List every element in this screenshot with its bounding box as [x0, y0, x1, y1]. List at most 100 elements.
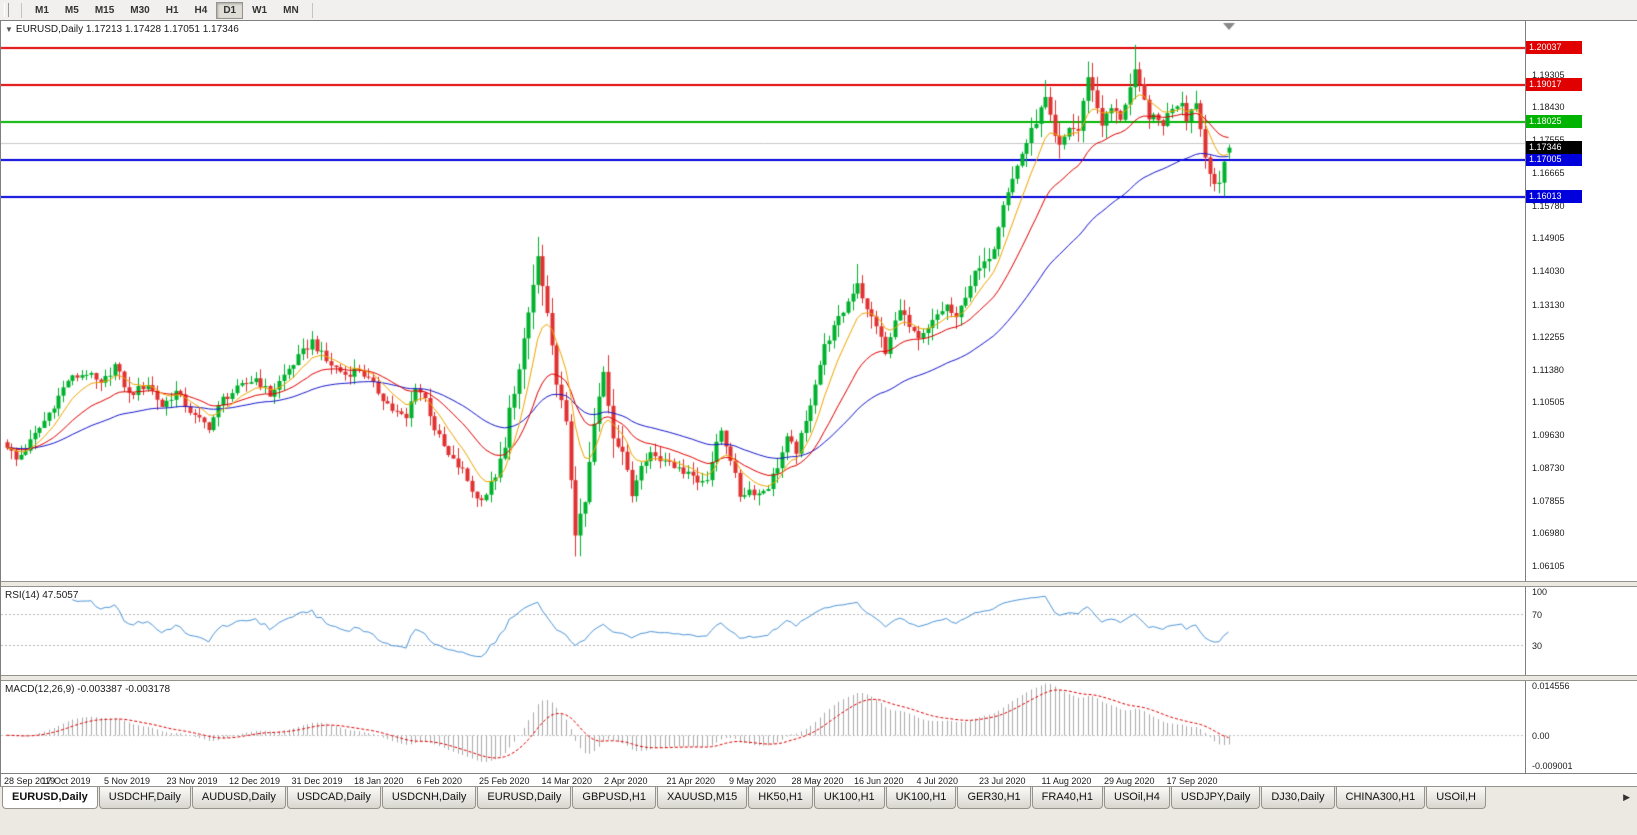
- date-label: 31 Dec 2019: [291, 776, 343, 786]
- chart-tab-usdjpy-daily[interactable]: USDJPY,Daily: [1170, 787, 1261, 809]
- price-pane: ▼ EURUSD,Daily 1.17213 1.17428 1.17051 1.…: [1, 21, 1636, 581]
- chart-tab-usoil-h4[interactable]: USOil,H4: [1104, 787, 1170, 809]
- time-axis[interactable]: 28 Sep 2019 17 Oct 2019 5 Nov 2019 23 Nov 2…: [1, 773, 1637, 790]
- price-axis[interactable]: 1.19305 1.18430 1.17555 1.16665 1.15780 1.149…: [1525, 21, 1636, 581]
- toolbar-grip-icon[interactable]: [4, 3, 9, 17]
- price-axis-tick: 1.19305: [1532, 69, 1565, 80]
- price-axis-tick: 1.06105: [1532, 560, 1565, 571]
- timeframe-button-m5[interactable]: M5: [58, 2, 86, 19]
- price-line-tag: 1.17346: [1526, 140, 1582, 154]
- date-label: 29 Aug 2020: [1104, 776, 1155, 786]
- chart-tab-eurusd-daily[interactable]: EURUSD,Daily: [477, 787, 572, 809]
- price-axis-tick: 1.11380: [1532, 364, 1564, 375]
- date-label: 9 May 2020: [729, 776, 777, 786]
- price-axis-tick: 1.16665: [1532, 168, 1565, 178]
- toolbar-separator: [21, 2, 22, 18]
- price-axis-tick: 1.10505: [1532, 397, 1565, 408]
- date-label: 16 Jun 2020: [854, 776, 904, 786]
- date-label: 23 Nov 2019: [166, 776, 218, 786]
- timeframe-button-h1[interactable]: H1: [159, 2, 186, 19]
- timeframe-button-d1[interactable]: D1: [216, 1, 244, 19]
- timeframe-button-m1[interactable]: M1: [28, 2, 56, 19]
- date-label: 18 Jan 2020: [354, 776, 404, 786]
- date-label: 5 Nov 2019: [104, 776, 151, 786]
- price-axis-tick: 1.17555: [1532, 135, 1565, 145]
- price-axis-tick: 100: [1532, 587, 1548, 597]
- date-label: 2 Apr 2020: [604, 776, 648, 786]
- chart-tab-dj30-daily[interactable]: DJ30,Daily: [1261, 787, 1335, 809]
- date-label: 28 Sep 2019: [4, 776, 56, 786]
- rsi-pane: RSI(14) 47.5057 100 70 30: [1, 587, 1636, 675]
- chart-tab-gbpusd-h1[interactable]: GBPUSD,H1: [572, 787, 656, 809]
- date-label: 23 Jul 2020: [979, 776, 1026, 786]
- collapse-icon[interactable]: ▼: [5, 25, 13, 34]
- chart-tab-uk100-h1[interactable]: UK100,H1: [813, 787, 885, 809]
- price-axis-tick: 1.12255: [1532, 332, 1565, 343]
- macd-canvas[interactable]: [1, 681, 1526, 773]
- timeframe-button-mn[interactable]: MN: [276, 2, 306, 19]
- chart-tab-bar: EURUSD,Daily USDCHF,Daily AUDUSD,Daily USDC…: [0, 786, 1637, 812]
- rsi-canvas[interactable]: [1, 587, 1526, 675]
- price-axis-tick: 1.08730: [1532, 463, 1565, 474]
- macd-axis[interactable]: 0.014556 0.00 -0.009001: [1525, 681, 1636, 773]
- date-label: 12 Dec 2019: [229, 776, 281, 786]
- price-axis-tick: 1.14905: [1532, 233, 1565, 244]
- chart-tab-uk100-h1[interactable]: UK100,H1: [885, 787, 957, 809]
- timeframe-button-h4[interactable]: H4: [188, 2, 215, 19]
- chart-tab-fra40-h1[interactable]: FRA40,H1: [1031, 787, 1103, 809]
- chart-tab-xauusd-m15[interactable]: XAUUSD,M15: [656, 787, 748, 809]
- price-line-tag: 1.19017: [1526, 78, 1582, 92]
- date-label: 17 Oct 2019: [41, 776, 91, 786]
- pane-separator[interactable]: [1, 675, 1637, 681]
- price-axis-tick: 1.13130: [1532, 299, 1565, 310]
- price-axis-tick: 0.00: [1532, 731, 1550, 742]
- macd-pane: MACD(12,26,9) -0.003387 -0.003178 0.0145…: [1, 681, 1636, 773]
- date-label: 21 Apr 2020: [666, 776, 716, 786]
- chart-tab-usdchf-daily[interactable]: USDCHF,Daily: [98, 787, 191, 809]
- date-label: 6 Feb 2020: [416, 776, 463, 786]
- timeframe-button-m15[interactable]: M15: [88, 2, 121, 19]
- chart-title-text: EURUSD,Daily 1.17213 1.17428 1.17051 1.1…: [15, 24, 239, 35]
- price-line-tag: 1.16013: [1526, 190, 1582, 204]
- price-axis-tick: 0.014556: [1532, 681, 1570, 691]
- price-axis-tick: 1.06980: [1532, 528, 1565, 539]
- pane-separator[interactable]: [1, 581, 1637, 587]
- date-label: 17 Sep 2020: [1166, 776, 1218, 786]
- chart-tab-hk50-h1[interactable]: HK50,H1: [748, 787, 813, 809]
- timeframe-toolbar: M1 M5 M15 M30 H1 H4 D1 W1 MN: [0, 0, 1637, 21]
- chart-tab-usdcnh-daily[interactable]: USDCNH,Daily: [381, 787, 477, 809]
- chart-tab-audusd-daily[interactable]: AUDUSD,Daily: [191, 787, 286, 809]
- date-label: 11 Aug 2020: [1041, 776, 1092, 786]
- chart-tab-usoil-h[interactable]: USOil,H: [1426, 787, 1486, 809]
- price-axis-tick: 1.15780: [1532, 200, 1565, 211]
- tab-scroll-right-button[interactable]: ▶: [1623, 792, 1630, 802]
- price-axis-tick: 1.18430: [1532, 102, 1565, 113]
- chart-tab-eurusd-daily[interactable]: EURUSD,Daily: [2, 787, 98, 809]
- date-label: 28 May 2020: [791, 776, 844, 786]
- price-chart-canvas[interactable]: [1, 21, 1526, 581]
- price-axis-tick: 1.07855: [1532, 495, 1565, 506]
- toolbar-separator: [311, 2, 313, 18]
- timeframe-button-m30[interactable]: M30: [123, 2, 156, 19]
- chart-tab-ger30-h1[interactable]: GER30,H1: [957, 787, 1031, 809]
- rsi-axis[interactable]: 100 70 30: [1525, 587, 1636, 675]
- date-label: 25 Feb 2020: [479, 776, 530, 786]
- timeframe-buttons-group: M1 M5 M15 M30 H1 H4 D1 W1 MN: [27, 1, 307, 19]
- price-axis-tick: 1.09630: [1532, 429, 1565, 440]
- price-axis-tick: 70: [1532, 609, 1543, 620]
- price-line-tag: 1.20037: [1526, 40, 1582, 54]
- price-line-tag: 1.17005: [1526, 153, 1582, 167]
- rsi-label: RSI(14) 47.5057: [5, 590, 79, 601]
- price-line-tag: 1.18025: [1526, 115, 1582, 129]
- date-label: 4 Jul 2020: [916, 776, 959, 786]
- date-label: 14 Mar 2020: [541, 776, 593, 786]
- chart-tab-usdcad-daily[interactable]: USDCAD,Daily: [286, 787, 381, 809]
- chart-tab-china300-h1[interactable]: CHINA300,H1: [1335, 787, 1426, 809]
- price-axis-tick: 30: [1532, 641, 1543, 652]
- chart-title: ▼ EURUSD,Daily 1.17213 1.17428 1.17051 1.…: [5, 24, 239, 35]
- macd-label: MACD(12,26,9) -0.003387 -0.003178: [5, 684, 171, 695]
- price-axis-tick: 1.14030: [1532, 266, 1565, 277]
- chart-window: ▼ EURUSD,Daily 1.17213 1.17428 1.17051 1.…: [0, 20, 1637, 790]
- timeframe-button-w1[interactable]: W1: [245, 2, 274, 19]
- price-axis-tick: -0.009001: [1532, 761, 1573, 771]
